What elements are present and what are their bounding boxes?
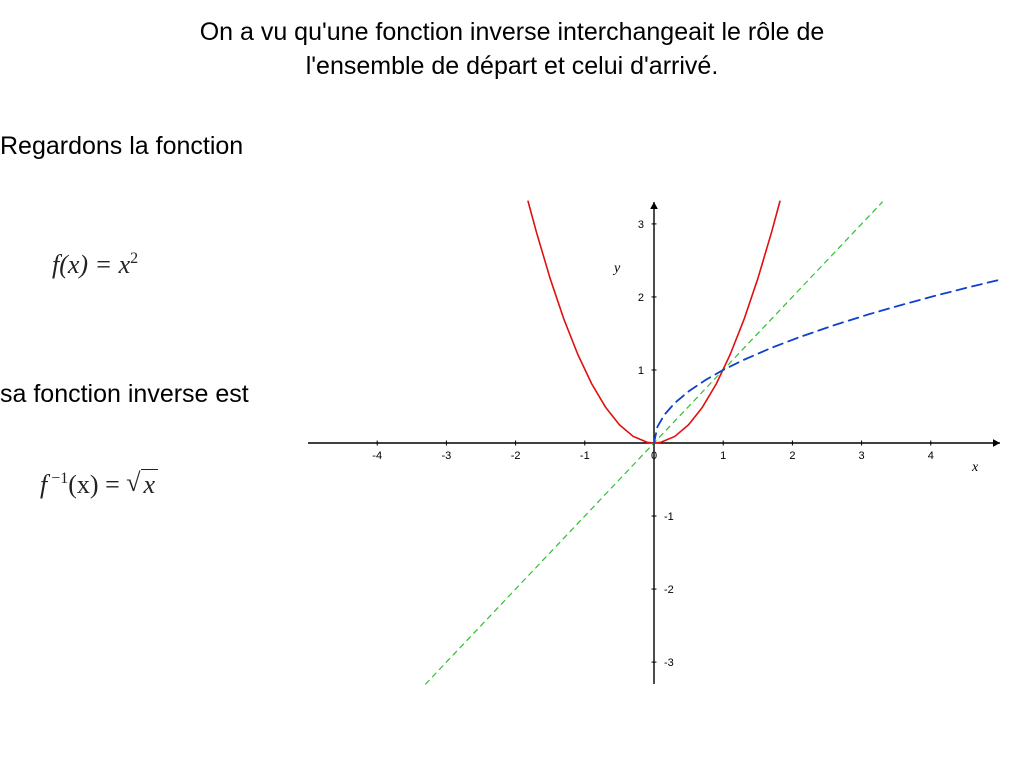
- svg-text:x: x: [971, 460, 979, 475]
- svg-text:2: 2: [789, 450, 795, 462]
- equation-f-inverse: f −1(x) = √x: [40, 470, 158, 500]
- sqrt-symbol: √: [126, 468, 140, 497]
- svg-text:-2: -2: [511, 450, 521, 462]
- svg-text:-3: -3: [442, 450, 452, 462]
- equation-f-of-x: f(x) = x2: [52, 250, 138, 280]
- svg-text:0: 0: [651, 450, 657, 462]
- svg-text:y: y: [612, 261, 621, 276]
- text-regardons: Regardons la fonction: [0, 132, 243, 161]
- eq2-mid: (x) =: [68, 470, 126, 499]
- title-line-2: l'ensemble de départ et celui d'arrivé.: [306, 52, 719, 80]
- svg-text:-1: -1: [580, 450, 590, 462]
- title-line-1: On a vu qu'une fonction inverse intercha…: [200, 18, 825, 46]
- eq2-arg: x: [141, 469, 159, 499]
- chart-svg: -4 -3 -2 -1 0 1 2 3 4 -3 -2 -1 1 2 3 x y: [288, 190, 1020, 700]
- svg-text:1: 1: [638, 365, 644, 377]
- eq1-exponent: 2: [130, 250, 138, 267]
- svg-text:-2: -2: [664, 584, 674, 596]
- svg-text:3: 3: [638, 219, 644, 231]
- svg-text:3: 3: [859, 450, 865, 462]
- inverse-function-chart: -4 -3 -2 -1 0 1 2 3 4 -3 -2 -1 1 2 3 x y: [288, 190, 1020, 700]
- slide-title: On a vu qu'une fonction inverse intercha…: [0, 16, 1024, 84]
- text-sa-fonction-inverse: sa fonction inverse est: [0, 380, 249, 409]
- svg-text:4: 4: [928, 450, 934, 462]
- svg-text:-1: -1: [664, 511, 674, 523]
- eq1-lhs: f(x) = x: [52, 250, 130, 279]
- svg-text:1: 1: [720, 450, 726, 462]
- svg-text:-3: -3: [664, 657, 674, 669]
- svg-text:-4: -4: [372, 450, 382, 462]
- svg-text:2: 2: [638, 292, 644, 304]
- eq2-sup: −1: [47, 470, 68, 487]
